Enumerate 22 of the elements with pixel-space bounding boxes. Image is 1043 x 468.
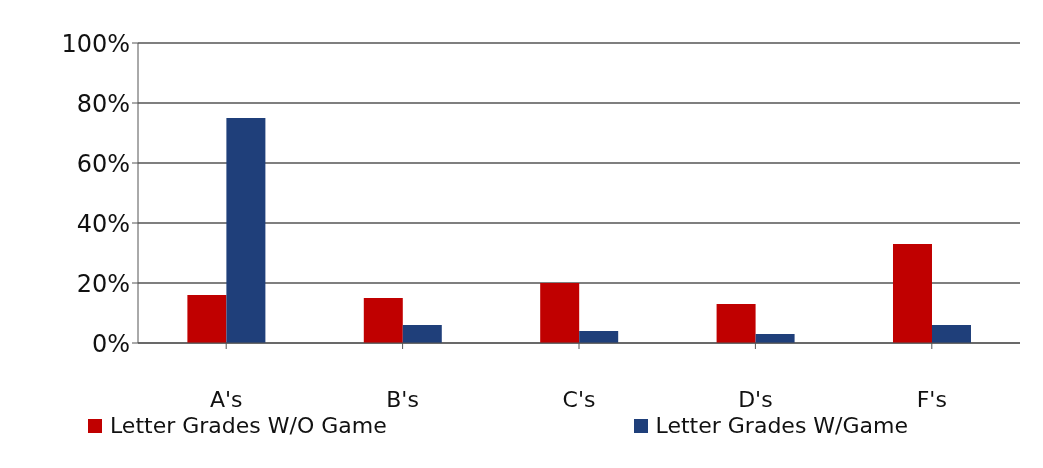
x-tick-label: B's xyxy=(386,386,419,412)
x-tick-label: F's xyxy=(916,386,947,412)
bar xyxy=(226,118,266,343)
bar xyxy=(892,244,932,343)
y-tick-label: 0% xyxy=(91,329,130,358)
bar xyxy=(187,295,227,343)
y-tick-label: 20% xyxy=(76,269,130,298)
x-tick-label: A's xyxy=(209,386,243,412)
x-tick-label: D's xyxy=(738,386,773,412)
bar xyxy=(579,331,619,343)
bar xyxy=(716,304,756,343)
bar xyxy=(931,325,971,343)
bar xyxy=(402,325,442,343)
x-tick-label: C's xyxy=(562,386,596,412)
y-tick-label: 60% xyxy=(76,149,130,178)
legend-label: Letter Grades W/O Game xyxy=(110,413,387,438)
y-tick-label: 80% xyxy=(76,89,130,118)
bar xyxy=(363,298,403,343)
legend-label: Letter Grades W/Game xyxy=(655,413,908,438)
y-tick-label: 40% xyxy=(76,209,130,238)
y-tick-label: 100% xyxy=(61,29,130,58)
bar xyxy=(540,283,580,343)
